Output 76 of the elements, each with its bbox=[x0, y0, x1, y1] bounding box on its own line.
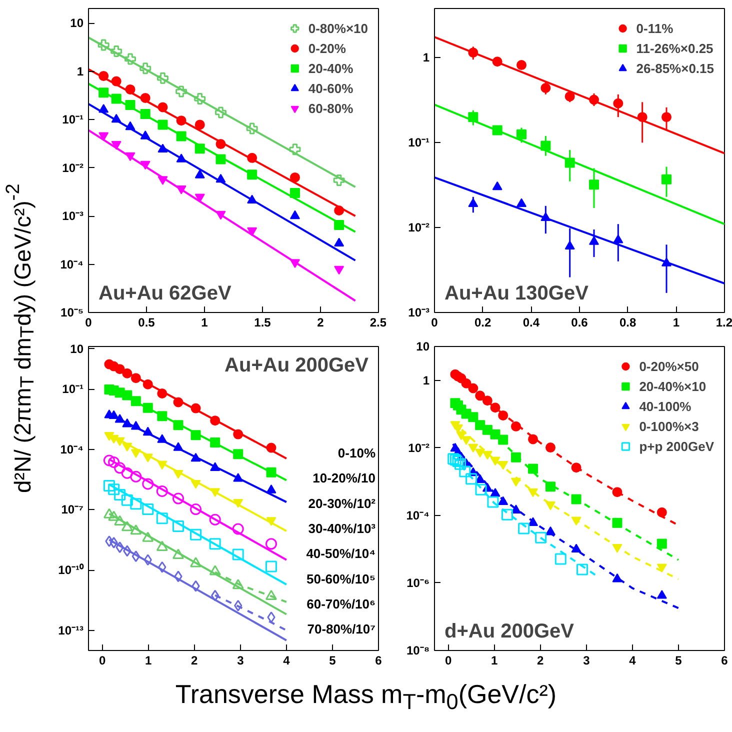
x-tick-label: 0 bbox=[431, 316, 438, 330]
x-tick-label: 2 bbox=[191, 654, 198, 668]
x-tick-label: 1 bbox=[201, 316, 208, 330]
text: Au+Au 62GeV bbox=[98, 282, 232, 304]
y-tick-label: 10⁻⁸ bbox=[406, 644, 430, 658]
y-tick-label: 10 bbox=[70, 342, 84, 356]
legend-label: 0-80%×10 bbox=[308, 20, 368, 36]
legend-label: 0-20%×50 bbox=[639, 358, 699, 374]
legend-label: 0-11% bbox=[636, 20, 674, 36]
text: 30-40%/10³ bbox=[308, 520, 376, 536]
x-tick-label: 3 bbox=[583, 654, 590, 668]
y-tick-label: 10 bbox=[70, 16, 84, 30]
y-tick-label: 10⁻¹ bbox=[62, 112, 84, 127]
y-tick-label: 10⁻² bbox=[408, 440, 430, 455]
x-tick-label: 6 bbox=[721, 654, 728, 668]
x-tick-label: 4 bbox=[629, 654, 636, 668]
y-tick-label: 10⁻¹³ bbox=[58, 623, 84, 638]
legend-label: p+p 200GeV bbox=[639, 438, 714, 454]
x-axis-title: Transverse Mass m$_{T}$-m$_{0}$(GeV/c²) bbox=[174, 678, 558, 716]
x-tick-label: 2 bbox=[317, 316, 324, 330]
x-tick-label: 0.6 bbox=[571, 316, 588, 330]
x-tick-label: 0.2 bbox=[474, 316, 492, 330]
x-tick-label: 4 bbox=[283, 654, 290, 668]
x-tick-label: 5 bbox=[329, 654, 336, 668]
y-tick-label: 1 bbox=[76, 64, 84, 78]
x-tick-label: 0 bbox=[98, 654, 106, 668]
text: 10-20%/10 bbox=[312, 470, 376, 486]
chart-title: Au+Au 200GeV bbox=[224, 354, 370, 376]
x-tick-label: 1.2 bbox=[716, 316, 732, 330]
y-tick-label: 10⁻⁶ bbox=[406, 576, 430, 590]
text: 20-30%/10² bbox=[308, 496, 376, 511]
x-tick-label: 0 bbox=[444, 654, 452, 668]
y-tick-label: 10⁻¹ bbox=[408, 136, 430, 150]
y-tick-label: 10⁻⁴ bbox=[60, 257, 84, 272]
text: 70-80%/10⁷ bbox=[307, 622, 376, 637]
y-tick-label: 1 bbox=[422, 50, 430, 65]
y-tick-label: 10⁻³ bbox=[408, 306, 430, 320]
y-tick-label: 10⁻² bbox=[408, 220, 430, 235]
text: 50-60%/10⁵ bbox=[306, 571, 376, 586]
x-tick-label: 1 bbox=[145, 654, 152, 668]
x-tick-label: 2 bbox=[537, 654, 544, 668]
y-tick-label: 10 bbox=[416, 340, 430, 354]
x-tick-label: 6 bbox=[375, 654, 382, 668]
y-tick-label: 10⁻² bbox=[62, 160, 84, 175]
legend-label: 11-26%×0.25 bbox=[636, 40, 714, 56]
y-tick-label: 1 bbox=[422, 373, 430, 388]
x-tick-label: 0.5 bbox=[138, 316, 156, 330]
legend-label: 0-20% bbox=[308, 40, 346, 56]
legend-label: 20-40% bbox=[308, 60, 354, 76]
legend-label: 26-85%×0.15 bbox=[636, 60, 714, 76]
x-tick-label: 2.5 bbox=[370, 316, 387, 330]
x-tick-label: 0.4 bbox=[522, 316, 540, 330]
x-tick-label: 5 bbox=[675, 654, 682, 668]
y-tick-label: 10⁻⁴ bbox=[60, 442, 84, 456]
text: 40-50%/10⁴ bbox=[306, 546, 376, 562]
text: 60-70%/10⁶ bbox=[306, 596, 376, 612]
y-tick-label: 10⁻⁴ bbox=[406, 508, 430, 522]
x-tick-label: 1 bbox=[491, 654, 498, 668]
x-tick-label: 3 bbox=[237, 654, 244, 668]
x-tick-label: 0 bbox=[85, 316, 92, 330]
legend-label: 40-100% bbox=[639, 398, 692, 414]
y-tick-label: 10⁻⁷ bbox=[61, 502, 84, 517]
y-tick-label: 10⁻¹⁰ bbox=[58, 563, 84, 578]
text: 0-10% bbox=[338, 445, 376, 460]
legend-label: 0-100%×3 bbox=[639, 418, 699, 434]
text: Au+Au 130GeV bbox=[444, 282, 590, 304]
y-tick-label: 10⁻⁵ bbox=[60, 306, 84, 320]
x-tick-label: 1 bbox=[672, 316, 680, 330]
x-tick-label: 0.8 bbox=[619, 316, 636, 330]
legend-label: 40-60% bbox=[308, 80, 354, 96]
x-tick-label: 1.5 bbox=[254, 316, 272, 330]
legend-label: 20-40%×10 bbox=[639, 378, 706, 394]
y-tick-label: 10⁻³ bbox=[62, 209, 84, 224]
y-tick-label: 10⁻¹ bbox=[62, 382, 84, 396]
legend-label: 60-80% bbox=[308, 100, 354, 116]
text: d+Au 200GeV bbox=[444, 620, 575, 642]
